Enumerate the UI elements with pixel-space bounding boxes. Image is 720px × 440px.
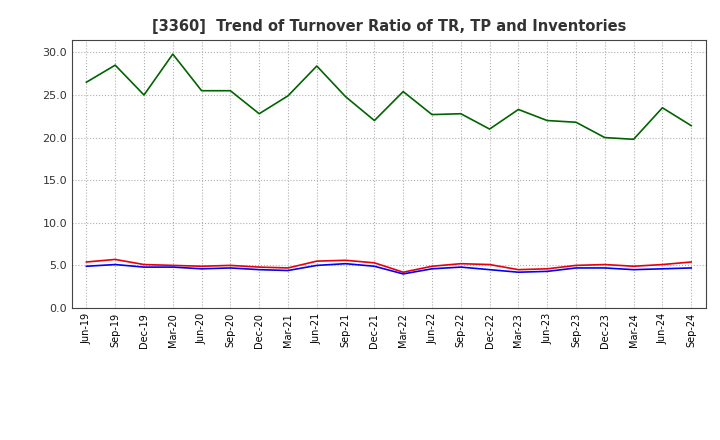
Trade Payables xyxy=(600,265,609,271)
Trade Receivables xyxy=(370,260,379,265)
Trade Receivables xyxy=(226,263,235,268)
Inventories xyxy=(543,118,552,123)
Trade Receivables xyxy=(140,262,148,267)
Trade Payables xyxy=(572,265,580,271)
Inventories xyxy=(341,94,350,99)
Trade Receivables xyxy=(312,258,321,264)
Inventories xyxy=(428,112,436,117)
Trade Receivables xyxy=(485,262,494,267)
Trade Receivables xyxy=(284,265,292,271)
Trade Payables xyxy=(370,264,379,269)
Title: [3360]  Trend of Turnover Ratio of TR, TP and Inventories: [3360] Trend of Turnover Ratio of TR, TP… xyxy=(152,19,626,34)
Trade Payables xyxy=(456,264,465,270)
Inventories xyxy=(456,111,465,116)
Inventories xyxy=(485,126,494,132)
Trade Receivables xyxy=(255,264,264,270)
Trade Payables xyxy=(341,261,350,266)
Trade Receivables xyxy=(197,264,206,269)
Trade Payables xyxy=(168,264,177,270)
Trade Receivables xyxy=(168,263,177,268)
Inventories xyxy=(658,105,667,110)
Inventories xyxy=(284,93,292,99)
Trade Payables xyxy=(428,266,436,271)
Trade Receivables xyxy=(687,259,696,264)
Inventories xyxy=(312,63,321,69)
Line: Trade Payables: Trade Payables xyxy=(86,264,691,274)
Trade Receivables xyxy=(341,258,350,263)
Inventories xyxy=(399,89,408,94)
Inventories xyxy=(687,123,696,128)
Line: Trade Receivables: Trade Receivables xyxy=(86,260,691,272)
Trade Payables xyxy=(197,266,206,271)
Inventories xyxy=(197,88,206,93)
Inventories xyxy=(600,135,609,140)
Inventories xyxy=(168,51,177,57)
Trade Payables xyxy=(111,262,120,267)
Trade Receivables xyxy=(543,266,552,271)
Trade Receivables xyxy=(456,261,465,266)
Trade Receivables xyxy=(658,262,667,267)
Trade Payables xyxy=(312,263,321,268)
Trade Receivables xyxy=(514,267,523,272)
Inventories xyxy=(370,118,379,123)
Trade Receivables xyxy=(572,263,580,268)
Trade Payables xyxy=(226,265,235,271)
Inventories xyxy=(514,107,523,112)
Trade Payables xyxy=(82,264,91,269)
Trade Payables xyxy=(514,270,523,275)
Trade Receivables xyxy=(428,264,436,269)
Trade Payables xyxy=(284,268,292,273)
Trade Receivables xyxy=(111,257,120,262)
Inventories xyxy=(82,80,91,85)
Trade Payables xyxy=(658,266,667,271)
Trade Payables xyxy=(485,267,494,272)
Trade Receivables xyxy=(82,259,91,264)
Inventories xyxy=(140,92,148,98)
Inventories xyxy=(629,137,638,142)
Inventories xyxy=(572,120,580,125)
Trade Receivables xyxy=(399,270,408,275)
Trade Payables xyxy=(687,265,696,271)
Inventories xyxy=(226,88,235,93)
Trade Payables xyxy=(543,269,552,274)
Trade Payables xyxy=(140,264,148,270)
Trade Payables xyxy=(255,267,264,272)
Trade Receivables xyxy=(629,264,638,269)
Line: Inventories: Inventories xyxy=(86,54,691,139)
Inventories xyxy=(255,111,264,116)
Inventories xyxy=(111,62,120,68)
Trade Receivables xyxy=(600,262,609,267)
Trade Payables xyxy=(399,271,408,277)
Trade Payables xyxy=(629,267,638,272)
